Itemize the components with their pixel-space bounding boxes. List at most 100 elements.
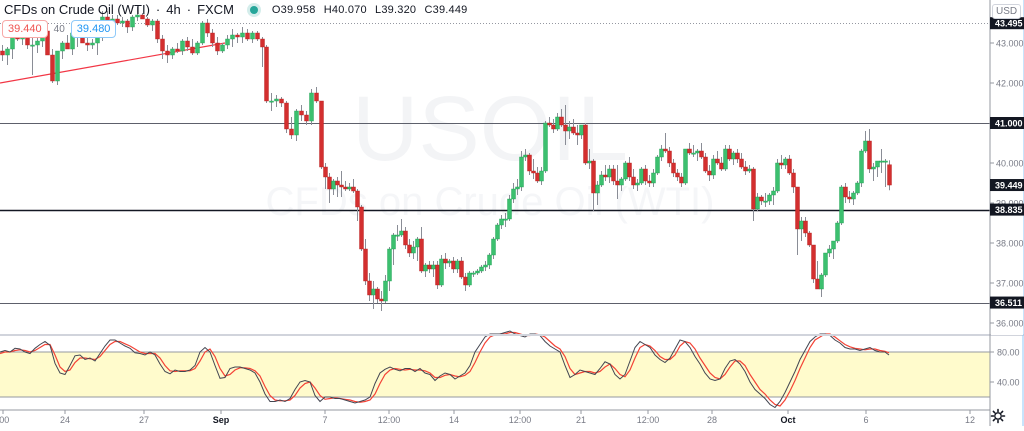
candle-up bbox=[767, 194, 772, 202]
candle-up bbox=[579, 124, 584, 136]
time-tick-label: Oct bbox=[780, 415, 795, 425]
candle-up bbox=[799, 220, 804, 230]
candle-up bbox=[875, 160, 880, 168]
candle-down bbox=[0, 50, 5, 56]
candle-up bbox=[851, 192, 856, 200]
symbol-title[interactable]: CFDs on Crude Oil (WTI) bbox=[4, 2, 150, 17]
candle-down bbox=[791, 172, 796, 188]
candle-down bbox=[591, 160, 596, 194]
horizontal-lines[interactable] bbox=[0, 23, 990, 304]
candle-down bbox=[707, 170, 712, 176]
time-tick-label: 7 bbox=[322, 415, 327, 425]
candle-down bbox=[355, 190, 360, 208]
candle-up bbox=[411, 246, 416, 254]
watermark-description: CFDs on Crude Oil (WTI) bbox=[266, 180, 715, 224]
candle-down bbox=[803, 220, 808, 234]
candle-down bbox=[847, 196, 852, 200]
price-tick-label: 39.000 bbox=[996, 199, 1024, 209]
candle-down bbox=[363, 248, 368, 282]
candle-down bbox=[314, 92, 319, 102]
candle-down bbox=[145, 18, 150, 26]
price-label-badge bbox=[990, 17, 1024, 30]
candle-down bbox=[343, 186, 348, 190]
candle-up bbox=[691, 152, 696, 155]
candle-up bbox=[507, 198, 512, 220]
price-tick-label: 36.000 bbox=[996, 319, 1024, 329]
candle-up bbox=[170, 48, 175, 56]
candle-up bbox=[855, 182, 860, 194]
candle-up bbox=[539, 170, 544, 182]
candle-up bbox=[90, 42, 95, 46]
candle-up bbox=[639, 168, 644, 184]
candle-up bbox=[659, 148, 664, 158]
candle-down bbox=[245, 32, 250, 40]
high-value: H40.070 bbox=[323, 3, 367, 16]
time-tick-label: 12:00 bbox=[637, 415, 660, 425]
currency-button[interactable]: USD bbox=[992, 4, 1022, 19]
candle-down bbox=[367, 280, 372, 296]
candle-up bbox=[447, 260, 452, 264]
time-tick-label: 21 bbox=[576, 415, 586, 425]
stochastic-band bbox=[0, 351, 990, 398]
candle-down bbox=[375, 288, 380, 300]
candle-up bbox=[30, 44, 35, 47]
candle-up bbox=[274, 98, 279, 102]
candle-down bbox=[559, 116, 564, 126]
candle-down bbox=[155, 20, 160, 40]
candle-up bbox=[587, 160, 592, 164]
price-tick-label: 43.000 bbox=[996, 39, 1024, 49]
candle-up bbox=[395, 234, 400, 237]
candle-down bbox=[284, 102, 289, 130]
candle-down bbox=[815, 278, 820, 290]
candle-down bbox=[699, 150, 704, 158]
candle-up bbox=[731, 152, 736, 160]
candle-down bbox=[459, 260, 464, 278]
candle-up bbox=[503, 218, 508, 221]
candle-down bbox=[739, 158, 744, 168]
trade-buttons: 39.440 40 39.480 bbox=[2, 20, 117, 38]
candle-up bbox=[651, 172, 656, 184]
candle-up bbox=[399, 230, 404, 236]
candle-down bbox=[165, 50, 170, 56]
candle-up bbox=[883, 160, 888, 163]
candle-up bbox=[495, 224, 500, 240]
price-axis[interactable]: 43.000 42.000 41.000 40.000 39.000 38.000 37.0… bbox=[990, 0, 1024, 335]
sell-button[interactable]: 39.440 bbox=[2, 20, 48, 38]
candle-up bbox=[383, 280, 388, 302]
price-tick-label: 38.000 bbox=[996, 239, 1024, 249]
gear-icon[interactable] bbox=[990, 408, 1006, 424]
candle-up bbox=[747, 168, 752, 172]
candle-down bbox=[185, 40, 190, 48]
candle-down bbox=[463, 276, 468, 286]
candle-up bbox=[499, 218, 504, 226]
candle-down bbox=[735, 152, 740, 160]
candle-up bbox=[150, 20, 155, 26]
candle-down bbox=[807, 232, 812, 246]
candle-up bbox=[831, 240, 836, 250]
candle-down bbox=[583, 124, 588, 164]
candle-up bbox=[819, 274, 824, 290]
price-label-badge bbox=[990, 296, 1024, 309]
candle-up bbox=[415, 238, 420, 248]
candle-up bbox=[250, 32, 255, 40]
candle-down bbox=[715, 158, 720, 164]
time-tick-label: 12:00 bbox=[509, 415, 532, 425]
buy-button[interactable]: 39.480 bbox=[70, 20, 117, 38]
interval-label[interactable]: 4h bbox=[166, 2, 181, 17]
candle-down bbox=[551, 124, 556, 130]
candle-down bbox=[210, 32, 215, 44]
candle-up bbox=[555, 116, 560, 130]
candle-up bbox=[5, 48, 10, 56]
candle-up bbox=[230, 34, 235, 40]
time-axis[interactable]: :00 24 27 Sep 7 12:00 14 12:00 21 12:00 28 Oct 6 12 bbox=[0, 410, 975, 425]
candle-up bbox=[455, 260, 460, 270]
price-label-badge bbox=[990, 117, 1024, 129]
candle-up bbox=[763, 200, 768, 203]
candle-down bbox=[603, 174, 608, 178]
candle-down bbox=[843, 186, 848, 198]
stochastic-axis[interactable]: 80.00 40.00 bbox=[990, 348, 1020, 388]
market-status-icon[interactable] bbox=[249, 5, 258, 14]
candle-up bbox=[439, 258, 444, 286]
